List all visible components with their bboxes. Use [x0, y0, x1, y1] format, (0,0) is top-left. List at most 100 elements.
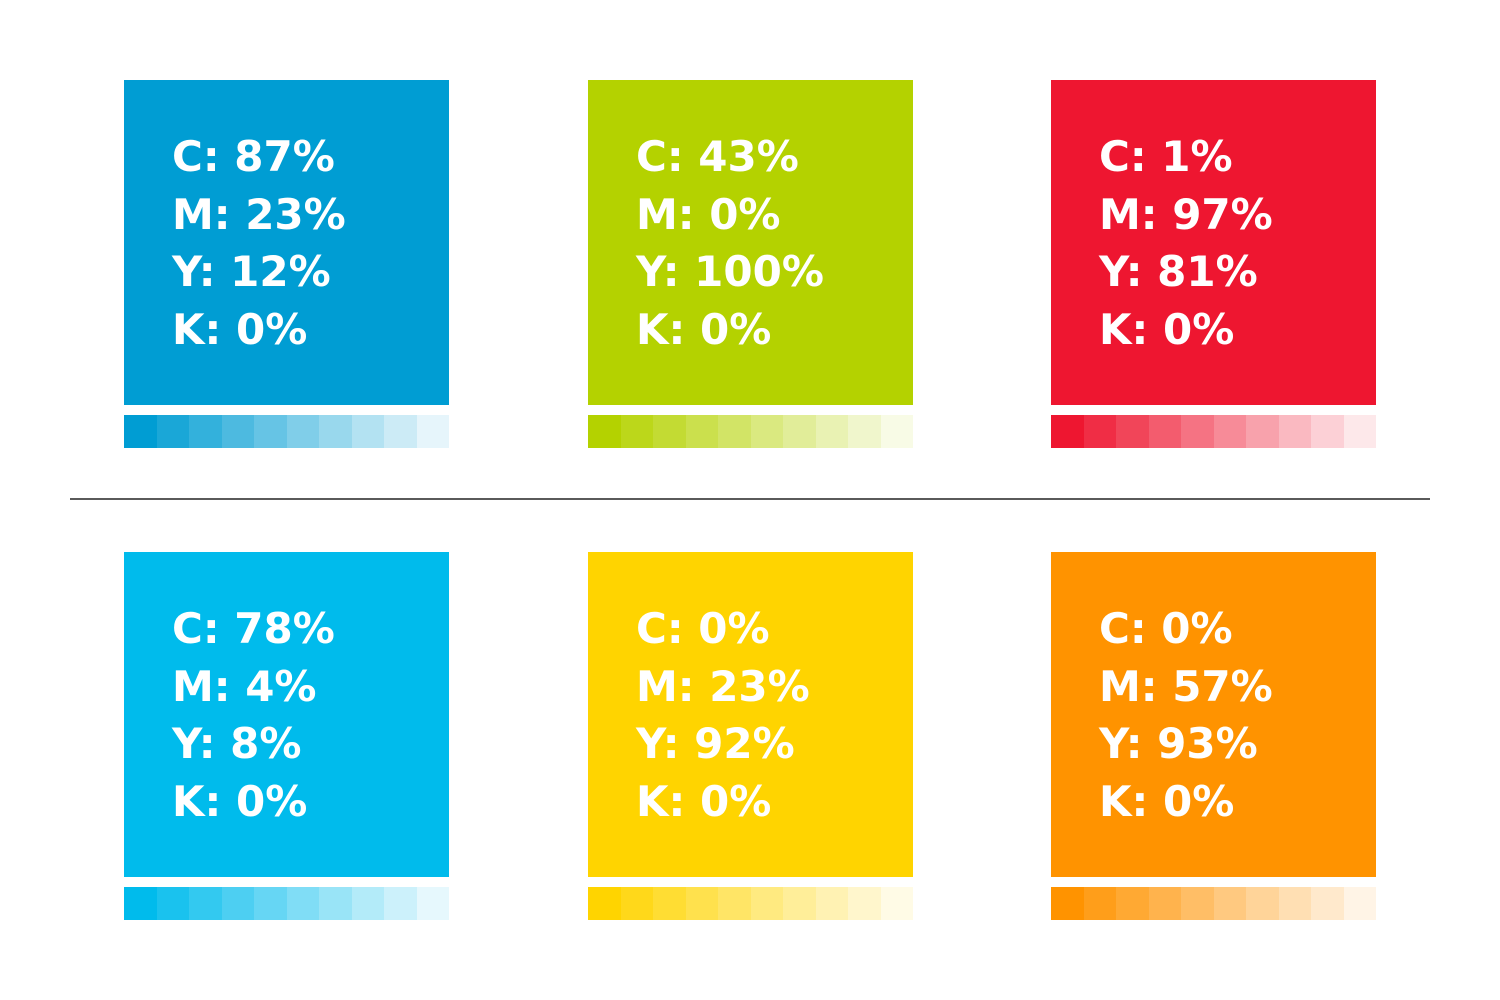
tint-step-1	[1083, 415, 1116, 448]
swatch-3: C: 78% M: 4% Y: 8% K: 0%	[124, 552, 449, 920]
tint-step-4	[254, 415, 287, 448]
tint-step-0	[1051, 887, 1084, 920]
tint-step-5	[750, 415, 783, 448]
tint-step-2	[653, 415, 686, 448]
yellow-value: Y: 8%	[172, 719, 302, 768]
tint-step-8	[848, 887, 881, 920]
yellow-value: Y: 100%	[636, 247, 824, 296]
tint-step-7	[1278, 887, 1311, 920]
color-block: C: 0% M: 57% Y: 93% K: 0%	[1051, 552, 1376, 877]
cyan-value: C: 78%	[172, 604, 335, 653]
tint-step-6	[783, 415, 816, 448]
tint-step-4	[1181, 887, 1214, 920]
tint-step-8	[384, 415, 417, 448]
tint-step-3	[685, 887, 718, 920]
tint-step-8	[1311, 415, 1344, 448]
tint-step-5	[750, 887, 783, 920]
swatch-5: C: 0% M: 57% Y: 93% K: 0%	[1051, 552, 1376, 920]
tint-ramp	[588, 887, 913, 920]
magenta-value: M: 0%	[636, 189, 781, 239]
tint-step-2	[1116, 887, 1149, 920]
color-block: C: 0% M: 23% Y: 92% K: 0%	[588, 552, 913, 877]
tint-step-9	[416, 887, 449, 920]
black-value: K: 0%	[636, 776, 772, 826]
tint-step-5	[1213, 887, 1246, 920]
tint-step-6	[319, 415, 352, 448]
tint-step-1	[620, 415, 653, 448]
swatch-4: C: 0% M: 23% Y: 92% K: 0%	[588, 552, 913, 920]
tint-step-5	[1213, 415, 1246, 448]
magenta-value: M: 97%	[1099, 189, 1273, 239]
tint-step-4	[718, 415, 751, 448]
tint-step-8	[848, 415, 881, 448]
tint-step-1	[1083, 887, 1116, 920]
color-block: C: 78% M: 4% Y: 8% K: 0%	[124, 552, 449, 877]
black-value: K: 0%	[1099, 304, 1235, 354]
cyan-value: C: 87%	[172, 132, 335, 181]
tint-step-0	[1051, 415, 1084, 448]
tint-step-3	[1148, 415, 1181, 448]
color-block: C: 87% M: 23% Y: 12% K: 0%	[124, 80, 449, 405]
tint-step-3	[685, 415, 718, 448]
tint-step-9	[880, 415, 913, 448]
color-block: C: 1% M: 97% Y: 81% K: 0%	[1051, 80, 1376, 405]
tint-step-9	[1343, 887, 1376, 920]
tint-step-9	[880, 887, 913, 920]
black-value: K: 0%	[1099, 776, 1235, 826]
tint-step-9	[1343, 415, 1376, 448]
tint-step-0	[124, 887, 157, 920]
cyan-value: C: 1%	[1099, 132, 1233, 181]
tint-ramp	[588, 415, 913, 448]
tint-step-0	[588, 415, 621, 448]
tint-step-5	[286, 415, 319, 448]
tint-ramp	[124, 415, 449, 448]
swatch-0: C: 87% M: 23% Y: 12% K: 0%	[124, 80, 449, 448]
swatch-2: C: 1% M: 97% Y: 81% K: 0%	[1051, 80, 1376, 448]
black-value: K: 0%	[172, 304, 308, 354]
tint-step-3	[1148, 887, 1181, 920]
divider-line	[70, 498, 1430, 500]
tint-step-7	[351, 887, 384, 920]
magenta-value: M: 23%	[636, 661, 810, 711]
tint-step-3	[221, 887, 254, 920]
black-value: K: 0%	[636, 304, 772, 354]
tint-step-4	[718, 887, 751, 920]
cyan-value: C: 43%	[636, 132, 799, 181]
tint-step-7	[815, 415, 848, 448]
tint-step-0	[588, 887, 621, 920]
tint-ramp	[124, 887, 449, 920]
magenta-value: M: 23%	[172, 189, 346, 239]
tint-step-2	[1116, 415, 1149, 448]
tint-step-1	[620, 887, 653, 920]
tint-ramp	[1051, 415, 1376, 448]
magenta-value: M: 57%	[1099, 661, 1273, 711]
tint-step-6	[319, 887, 352, 920]
tint-step-5	[286, 887, 319, 920]
tint-step-7	[351, 415, 384, 448]
tint-step-6	[1246, 415, 1279, 448]
tint-step-8	[1311, 887, 1344, 920]
tint-step-2	[189, 887, 222, 920]
tint-step-4	[254, 887, 287, 920]
yellow-value: Y: 93%	[1099, 719, 1258, 768]
tint-step-9	[416, 415, 449, 448]
tint-step-6	[1246, 887, 1279, 920]
tint-ramp	[1051, 887, 1376, 920]
tint-step-6	[783, 887, 816, 920]
tint-step-7	[815, 887, 848, 920]
yellow-value: Y: 81%	[1099, 247, 1258, 296]
tint-step-7	[1278, 415, 1311, 448]
tint-step-8	[384, 887, 417, 920]
color-block: C: 43% M: 0% Y: 100% K: 0%	[588, 80, 913, 405]
tint-step-2	[189, 415, 222, 448]
yellow-value: Y: 12%	[172, 247, 331, 296]
tint-step-4	[1181, 415, 1214, 448]
tint-step-3	[221, 415, 254, 448]
cyan-value: C: 0%	[636, 604, 770, 653]
black-value: K: 0%	[172, 776, 308, 826]
tint-step-1	[156, 887, 189, 920]
yellow-value: Y: 92%	[636, 719, 795, 768]
tint-step-1	[156, 415, 189, 448]
tint-step-2	[653, 887, 686, 920]
cyan-value: C: 0%	[1099, 604, 1233, 653]
